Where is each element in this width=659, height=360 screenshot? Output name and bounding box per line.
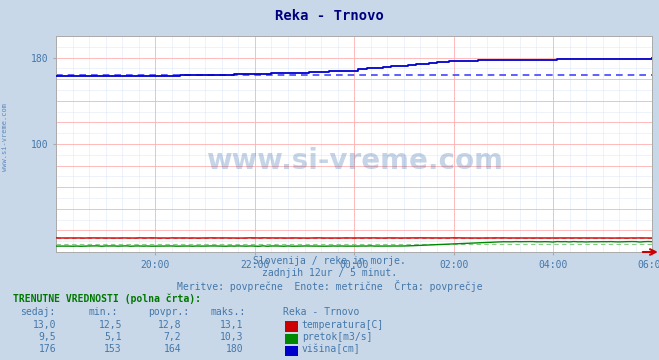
- Text: TRENUTNE VREDNOSTI (polna črta):: TRENUTNE VREDNOSTI (polna črta):: [13, 293, 201, 304]
- Text: Slovenija / reke in morje.: Slovenija / reke in morje.: [253, 256, 406, 266]
- Text: 9,5: 9,5: [38, 332, 56, 342]
- Text: Reka - Trnovo: Reka - Trnovo: [275, 9, 384, 23]
- Text: Meritve: povprečne  Enote: metrične  Črta: povprečje: Meritve: povprečne Enote: metrične Črta:…: [177, 280, 482, 292]
- Text: 5,1: 5,1: [104, 332, 122, 342]
- Text: min.:: min.:: [89, 307, 119, 317]
- Text: pretok[m3/s]: pretok[m3/s]: [302, 332, 372, 342]
- Text: 13,1: 13,1: [220, 320, 244, 330]
- Text: 180: 180: [226, 344, 244, 354]
- Text: zadnjih 12ur / 5 minut.: zadnjih 12ur / 5 minut.: [262, 268, 397, 278]
- Text: 13,0: 13,0: [32, 320, 56, 330]
- Text: 176: 176: [38, 344, 56, 354]
- Text: temperatura[C]: temperatura[C]: [302, 320, 384, 330]
- Text: www.si-vreme.com: www.si-vreme.com: [206, 147, 503, 175]
- Text: maks.:: maks.:: [211, 307, 246, 317]
- Text: Reka - Trnovo: Reka - Trnovo: [283, 307, 360, 317]
- Text: sedaj:: sedaj:: [20, 307, 55, 317]
- Text: 12,5: 12,5: [98, 320, 122, 330]
- Text: 7,2: 7,2: [163, 332, 181, 342]
- Text: 10,3: 10,3: [220, 332, 244, 342]
- Text: povpr.:: povpr.:: [148, 307, 189, 317]
- Text: višina[cm]: višina[cm]: [302, 344, 360, 355]
- Text: 164: 164: [163, 344, 181, 354]
- Text: www.si-vreme.com: www.si-vreme.com: [2, 103, 9, 171]
- Text: 12,8: 12,8: [158, 320, 181, 330]
- Text: 153: 153: [104, 344, 122, 354]
